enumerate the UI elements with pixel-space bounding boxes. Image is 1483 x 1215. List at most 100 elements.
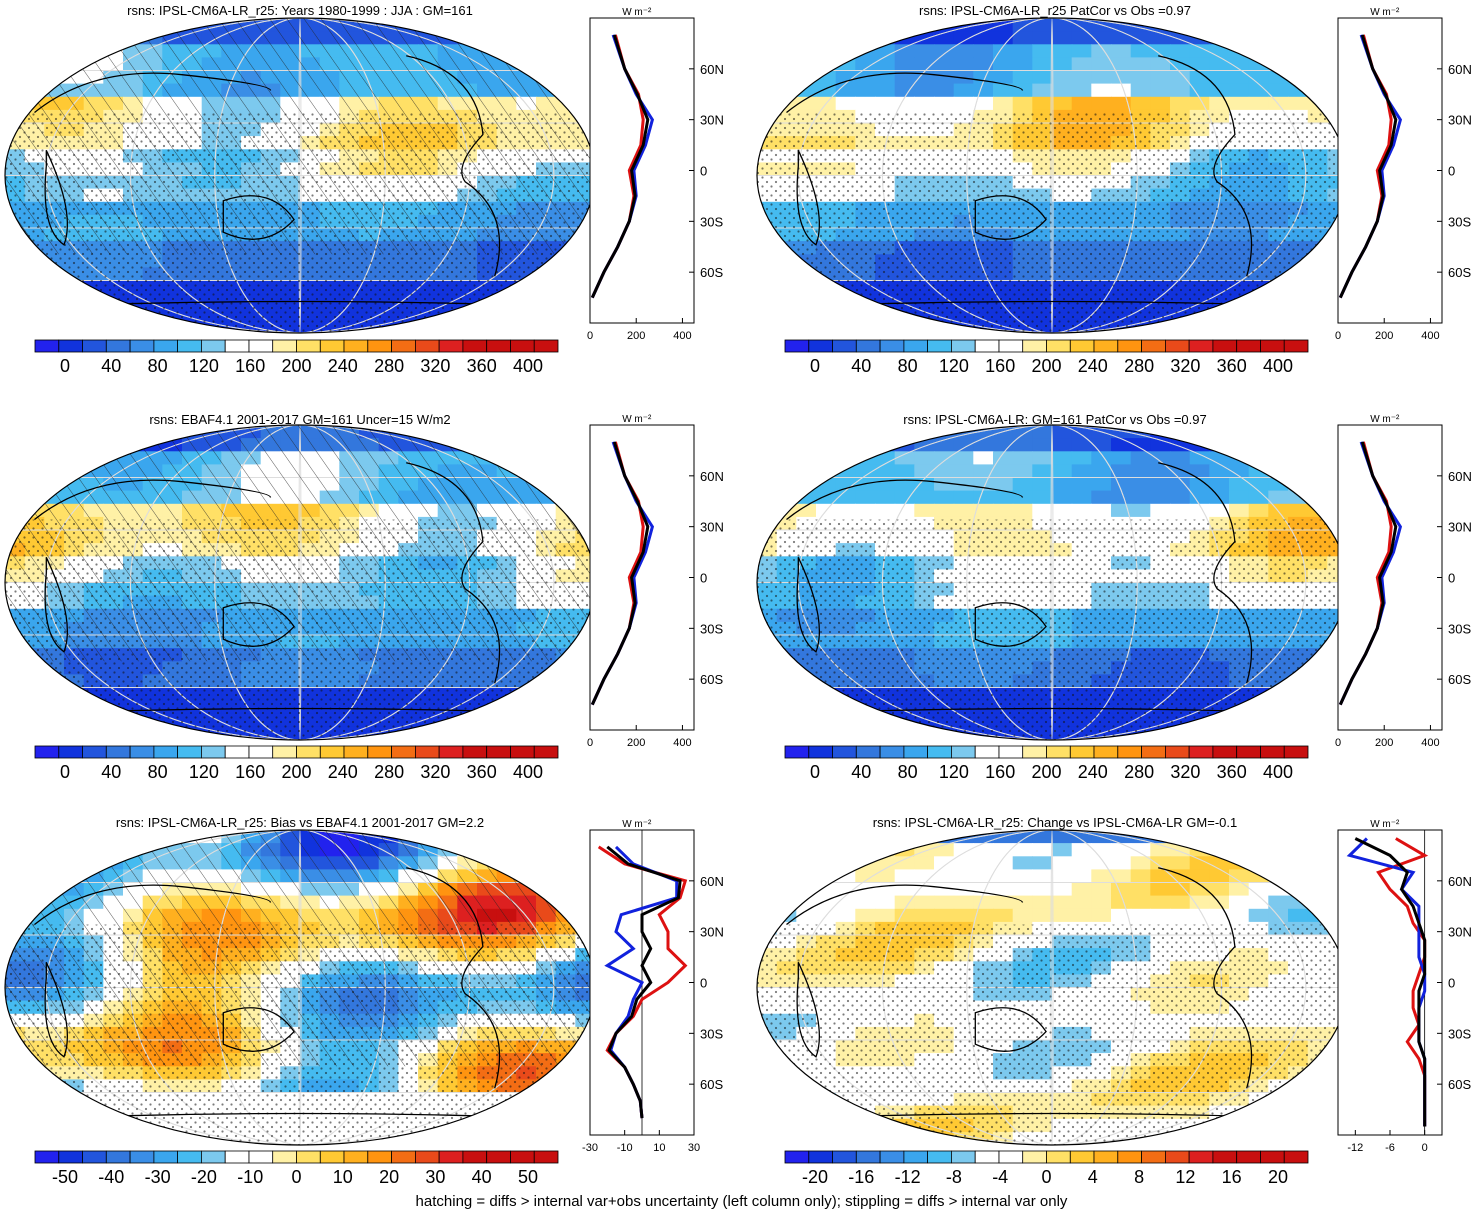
colorbar-swatch [438,1150,464,1164]
profile-lat-label: 60N [1448,62,1472,77]
colorbar-swatch [974,745,1000,759]
colorbar-tick-label: 0 [291,1167,301,1187]
profile-unit: W m⁻² [622,414,652,425]
colorbar-tick-label: 360 [467,762,497,782]
colorbar-swatch [1260,745,1285,759]
colorbar-tick-label: 40 [472,1167,492,1187]
zonal-mean-profile: W m⁻² 60N 30N 0 30S 60S 0 200 400 [587,414,724,749]
colorbar-tick-label: 400 [513,762,543,782]
colorbar-tick-label: 40 [851,762,871,782]
colorbar-swatch [272,745,297,759]
profile-lat-label: 30S [700,621,723,636]
colorbar-swatch [82,339,107,353]
colorbar-tick-label: 16 [1222,1167,1242,1187]
profile-series-line [1354,837,1427,1127]
colorbar-swatch [1069,745,1095,759]
colorbar-swatch [951,745,976,759]
colorbar-swatch [1046,1150,1071,1164]
colorbar-tick-label: -10 [237,1167,263,1187]
colorbar-swatch [510,339,535,353]
colorbar-swatch [1236,745,1261,759]
colorbar-tick-label: 40 [101,356,121,376]
colorbar-swatch [1046,339,1071,353]
colorbar-tick-label: 4 [1088,1167,1098,1187]
colorbar-tick-label: 160 [235,356,265,376]
colorbar-swatch [105,1150,131,1164]
colorbar-swatch [391,339,416,353]
colorbar-swatch [414,745,440,759]
colorbar-swatch [1046,745,1071,759]
global-map [4,17,596,334]
colorbar-tick-label: 80 [898,356,918,376]
colorbar-swatch [1165,339,1190,353]
profile-lat-label: 60S [700,672,723,687]
profile-lat-label: 60N [1448,469,1472,484]
profile-lat-label: 60S [1448,672,1471,687]
colorbar-tick-label: -16 [848,1167,874,1187]
colorbar-swatch [1236,339,1261,353]
profile-lat-label: 60N [700,469,724,484]
colorbar: -20 -16 -12 -8 -4 0 4 8 12 16 20 [784,1150,1309,1187]
colorbar-swatch [1141,339,1166,353]
profile-series-line [590,34,650,299]
profile-lat-label: 30N [1448,113,1472,128]
profile-x-tick-label: 0 [1422,1142,1428,1154]
colorbar-swatch [272,339,297,353]
global-map [756,424,1348,741]
colorbar-swatch [533,339,559,353]
colorbar-swatch [34,745,60,759]
colorbar-swatch [1212,745,1238,759]
colorbar-tick-label: 160 [235,762,265,782]
colorbar-swatch [808,1150,833,1164]
colorbar-swatch [533,745,559,759]
profile-lat-label: 30N [1448,925,1472,940]
profile-lat-label: 30S [1448,1026,1471,1041]
colorbar-swatch [1022,339,1047,353]
profile-x-tick-label: 0 [1335,737,1341,749]
colorbar-swatch [438,339,464,353]
colorbar-tick-label: 320 [420,356,450,376]
colorbar-swatch [927,745,952,759]
profile-series-line [1338,34,1398,299]
profile-lat-label: 60S [700,1077,723,1092]
colorbar-swatch [391,1150,416,1164]
profile-lat-label: 30N [1448,520,1472,535]
colorbar-tick-label: 0 [810,356,820,376]
colorbar-swatch [1283,745,1309,759]
colorbar-tick-label: -12 [895,1167,921,1187]
colorbar-swatch [177,1150,202,1164]
colorbar-swatch [58,745,83,759]
colorbar-swatch [855,745,881,759]
colorbar-swatch [951,1150,976,1164]
colorbar: -50 -40 -30 -20 -10 0 10 20 30 40 50 [34,1150,559,1187]
colorbar-swatch [1141,745,1166,759]
colorbar-tick-label: 40 [101,762,121,782]
profile-lat-label: 30S [700,214,723,229]
colorbar-tick-label: 12 [1175,1167,1195,1187]
colorbar-swatch [903,339,929,353]
colorbar-swatch [1283,1150,1309,1164]
colorbar-swatch [486,745,511,759]
colorbar-swatch [462,1150,488,1164]
profile-lat-label: 60N [1448,874,1472,889]
profile-x-tick-label: 0 [587,330,593,342]
profile-frame [1337,829,1443,1136]
colorbar-tick-label: 400 [1263,356,1293,376]
colorbar-swatch [248,745,274,759]
profile-x-tick-label: 0 [1335,330,1341,342]
colorbar-swatch [414,1150,440,1164]
colorbar-swatch [343,745,369,759]
colorbar-tick-label: -50 [52,1167,78,1187]
colorbar-tick-label: -8 [946,1167,962,1187]
colorbar-swatch [1069,1150,1095,1164]
colorbar-tick-label: 360 [1217,762,1247,782]
profile-lat-label: 0 [1448,571,1455,586]
colorbar-swatch [1093,339,1119,353]
colorbar-swatch [1165,1150,1190,1164]
profile-lat-label: 30S [1448,621,1471,636]
profile-lat-label: 30N [700,925,724,940]
profile-lat-label: 0 [1448,164,1455,179]
colorbar-swatch [1117,745,1143,759]
panel-title: rsns: IPSL-CM6A-LR_r25: Years 1980-1999 … [127,3,473,18]
colorbar-swatch [1093,745,1119,759]
